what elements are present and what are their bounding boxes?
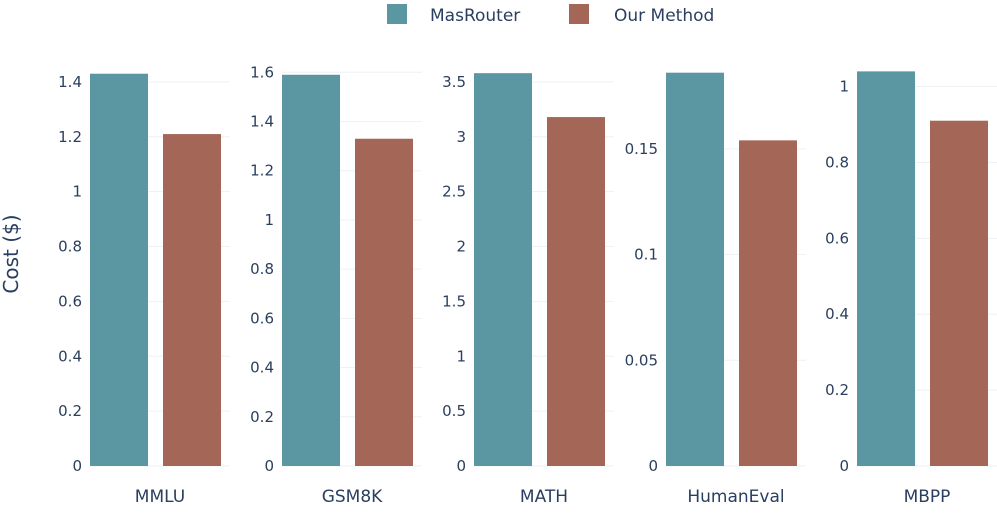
bar-mbpp-masrouter[interactable] [857, 71, 915, 466]
y-tick-label-gsm8k: 0.6 [250, 309, 274, 327]
y-tick-label-math: 2 [456, 238, 466, 256]
panel-mmlu: 0 0.2 0.4 0.6 0.8 1 1.2 1.4 MMLU [58, 73, 230, 507]
legend-label-masrouter[interactable]: MasRouter [430, 6, 520, 26]
y-tick-label-mbpp: 0 [839, 457, 849, 475]
y-tick-label-mbpp: 1 [839, 78, 849, 96]
category-label-gsm8k: GSM8K [322, 487, 383, 507]
y-tick-label-mmlu: 0.6 [58, 292, 82, 310]
y-tick-label-gsm8k: 1.4 [250, 113, 274, 131]
y-tick-label-math: 0 [456, 457, 466, 475]
y-tick-label-gsm8k: 0 [264, 457, 274, 475]
y-tick-label-gsm8k: 0.8 [250, 260, 274, 278]
y-tick-label-mmlu: 0.2 [58, 402, 82, 420]
y-tick-label-math: 1.5 [442, 292, 466, 310]
y-tick-label-math: 0.5 [442, 402, 466, 420]
bar-gsm8k-our-method[interactable] [355, 138, 413, 467]
bar-mmlu-masrouter[interactable] [90, 73, 148, 466]
y-tick-label-mmlu: 0.8 [58, 238, 82, 256]
y-tick-label-humaneval: 0 [648, 457, 658, 475]
panel-mbpp: 0 0.2 0.4 0.6 0.8 1 MBPP [825, 71, 997, 507]
y-tick-label-math: 1 [456, 347, 466, 365]
y-tick-label-humaneval: 0.15 [625, 140, 658, 158]
y-tick-label-mmlu: 1.4 [58, 73, 82, 91]
y-tick-label-gsm8k: 1 [264, 211, 274, 229]
bar-math-our-method[interactable] [547, 117, 605, 467]
bar-mbpp-our-method[interactable] [930, 120, 988, 467]
y-tick-label-math: 3 [456, 128, 466, 146]
legend: MasRouter Our Method [387, 4, 714, 26]
bar-humaneval-our-method[interactable] [739, 140, 797, 466]
y-tick-label-mbpp: 0.6 [825, 229, 849, 247]
panel-math: 0 0.5 1 1.5 2 2.5 3 3.5 MATH [442, 73, 614, 507]
y-tick-label-mmlu: 0.4 [58, 347, 82, 365]
legend-label-our-method[interactable]: Our Method [614, 6, 714, 26]
y-tick-label-mmlu: 0 [72, 457, 82, 475]
y-tick-label-gsm8k: 1.6 [250, 63, 274, 81]
y-tick-label-mbpp: 0.2 [825, 381, 849, 399]
y-tick-label-humaneval: 0.1 [634, 246, 658, 264]
bar-mmlu-our-method[interactable] [163, 134, 221, 466]
y-axis-title: Cost ($) [0, 214, 23, 293]
y-tick-label-gsm8k: 1.2 [250, 162, 274, 180]
y-tick-label-mmlu: 1.2 [58, 128, 82, 146]
y-tick-label-humaneval: 0.05 [625, 351, 658, 369]
y-tick-label-math: 2.5 [442, 183, 466, 201]
category-label-mbpp: MBPP [904, 487, 951, 507]
y-tick-label-mbpp: 0.4 [825, 305, 849, 323]
y-tick-label-gsm8k: 0.2 [250, 408, 274, 426]
panel-gsm8k: 0 0.2 0.4 0.6 0.8 1 1.2 1.4 1.6 GSM8K [250, 63, 422, 507]
panel-humaneval: 0 0.05 0.1 0.15 HumanEval [625, 72, 806, 507]
y-tick-label-gsm8k: 0.4 [250, 359, 274, 377]
y-tick-label-math: 3.5 [442, 73, 466, 91]
category-label-mmlu: MMLU [135, 487, 185, 507]
category-label-humaneval: HumanEval [687, 487, 784, 507]
panels: 0 0.2 0.4 0.6 0.8 1 1.2 1.4 MMLU 0 0.2 0.4 0.6 0.8 1 1.… [58, 63, 997, 507]
bar-gsm8k-masrouter[interactable] [282, 74, 340, 466]
y-tick-label-mmlu: 1 [72, 183, 82, 201]
category-label-math: MATH [520, 487, 568, 507]
bar-math-masrouter[interactable] [474, 73, 532, 466]
y-tick-label-mbpp: 0.8 [825, 153, 849, 171]
legend-swatch-our-method[interactable] [569, 4, 589, 24]
legend-swatch-masrouter[interactable] [387, 4, 407, 24]
bar-humaneval-masrouter[interactable] [666, 72, 724, 466]
